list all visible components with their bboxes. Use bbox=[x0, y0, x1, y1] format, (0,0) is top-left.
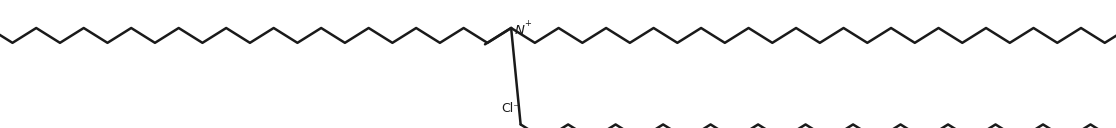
Text: N: N bbox=[516, 24, 525, 36]
Text: Cl⁻: Cl⁻ bbox=[502, 102, 520, 115]
Text: +: + bbox=[525, 19, 531, 28]
